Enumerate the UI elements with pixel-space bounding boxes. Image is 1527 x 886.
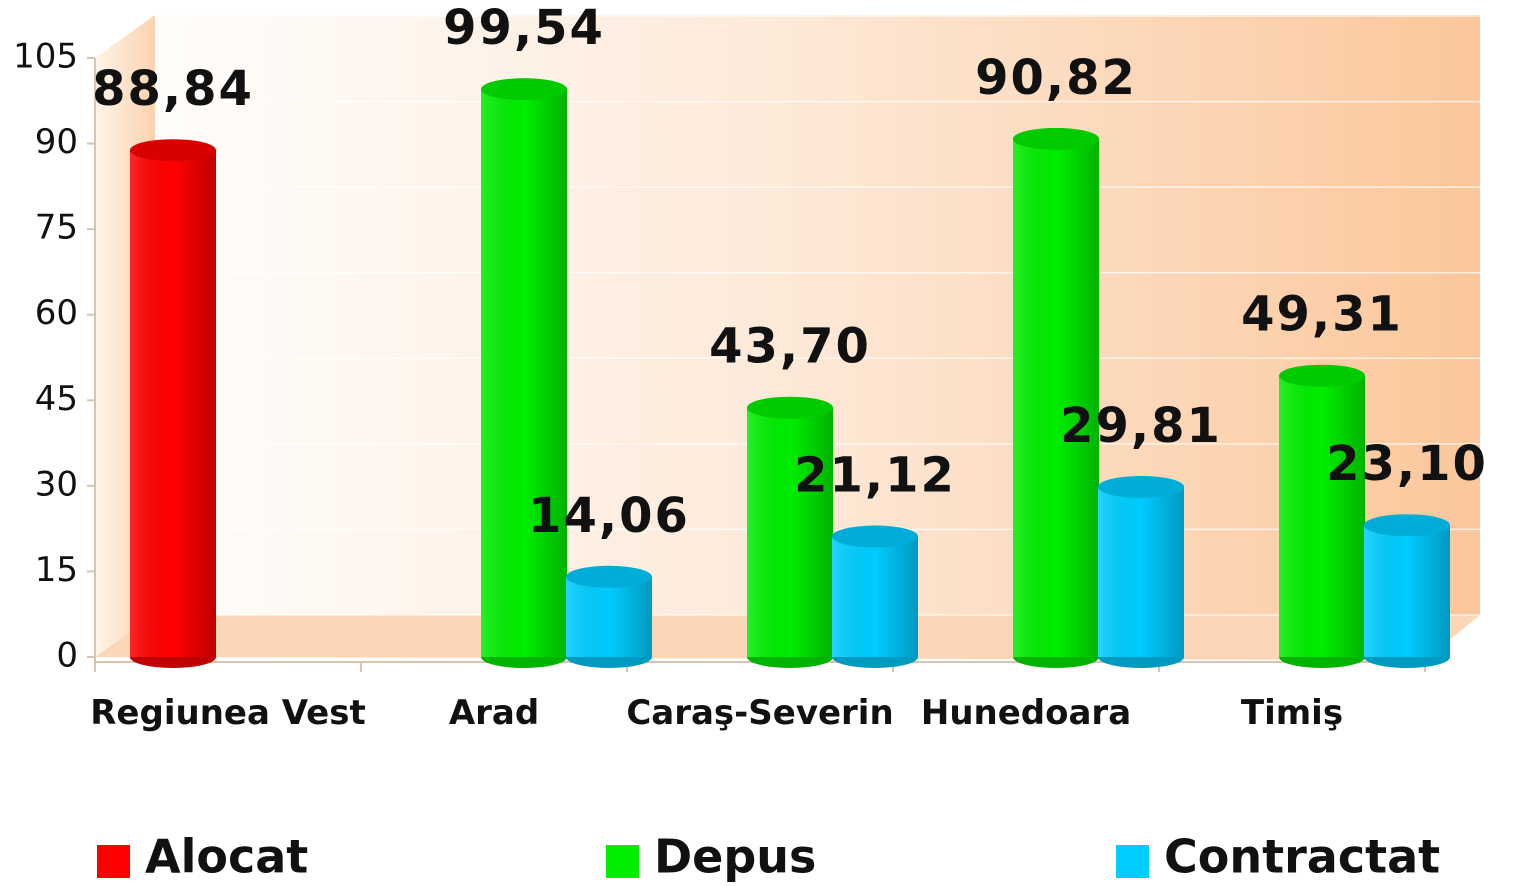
bar-shading bbox=[481, 89, 567, 657]
bar-top bbox=[832, 525, 918, 548]
y-tick-label: 60 bbox=[35, 293, 78, 333]
data-label: 99,54 bbox=[443, 0, 605, 56]
bar-shading bbox=[1098, 486, 1184, 657]
y-tick-label: 30 bbox=[35, 464, 78, 504]
bar-shading bbox=[566, 576, 652, 657]
bar-top bbox=[1098, 475, 1184, 498]
data-label: 21,12 bbox=[794, 448, 956, 504]
data-label: 29,81 bbox=[1060, 398, 1222, 454]
bar-shading bbox=[747, 407, 833, 657]
bar-top bbox=[1279, 364, 1365, 387]
data-label: 49,31 bbox=[1241, 287, 1403, 343]
data-label: 90,82 bbox=[975, 50, 1137, 106]
y-tick-label: 75 bbox=[35, 208, 78, 248]
bar-top bbox=[481, 78, 567, 101]
y-tick-label: 15 bbox=[35, 550, 78, 590]
data-label: 43,70 bbox=[709, 319, 871, 375]
bar-top bbox=[1364, 514, 1450, 537]
bar-shading bbox=[1364, 525, 1450, 657]
legend-swatch bbox=[97, 845, 130, 878]
x-tick-label: Regiunea Vest bbox=[90, 693, 366, 733]
y-tick-label: 0 bbox=[56, 636, 78, 676]
legend-label: Alocat bbox=[145, 830, 308, 884]
bar-top bbox=[1013, 127, 1099, 150]
data-label: 88,84 bbox=[92, 61, 254, 117]
y-tick-label: 45 bbox=[35, 379, 78, 419]
bar-shading bbox=[1279, 375, 1365, 657]
data-label: 14,06 bbox=[528, 488, 690, 544]
data-label: 23,10 bbox=[1326, 436, 1488, 492]
legend-label: Contractat bbox=[1164, 830, 1440, 884]
bar-shading bbox=[1013, 138, 1099, 657]
x-tick-label: Caraş-Severin bbox=[626, 693, 894, 733]
legend-swatch bbox=[1116, 845, 1149, 878]
x-tick-label: Timiş bbox=[1240, 693, 1344, 733]
bar-top bbox=[747, 396, 833, 419]
legend-swatch bbox=[606, 845, 639, 878]
x-tick-label: Hunedoara bbox=[920, 693, 1132, 733]
bar-top bbox=[566, 565, 652, 588]
y-tick-label: 105 bbox=[13, 37, 78, 77]
x-tick-label: Arad bbox=[448, 693, 540, 733]
legend-label: Depus bbox=[654, 830, 816, 884]
bar-top bbox=[130, 139, 216, 162]
bar-shading bbox=[130, 150, 216, 657]
y-tick-label: 90 bbox=[35, 122, 78, 162]
bar-shading bbox=[832, 536, 918, 657]
